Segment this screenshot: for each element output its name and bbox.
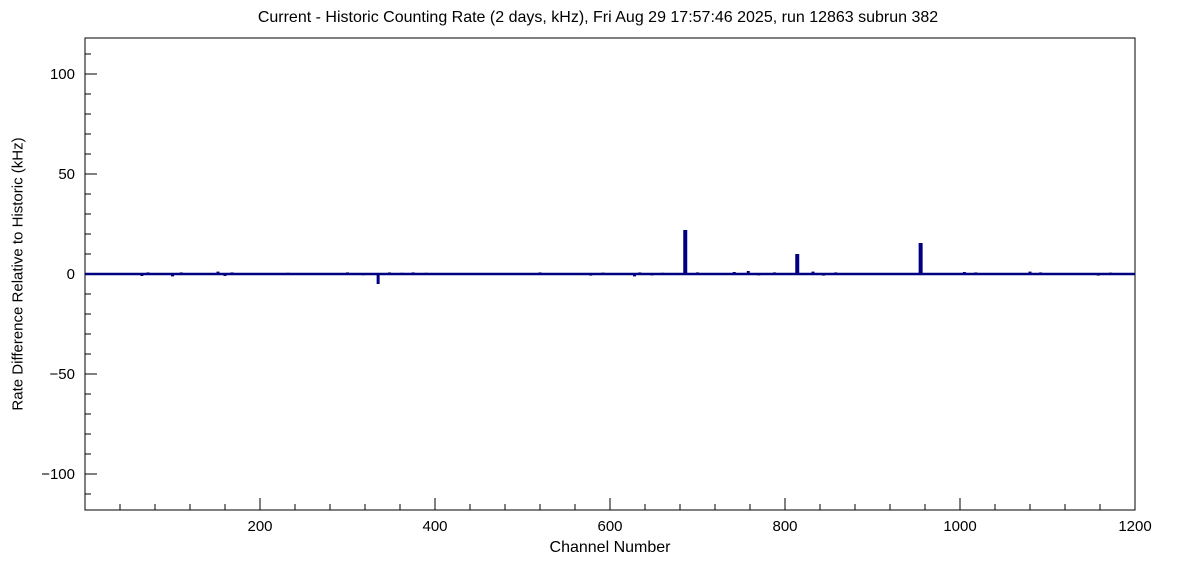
svg-text:1000: 1000 — [943, 518, 976, 535]
y-axis-label: Rate Difference Relative to Historic (kH… — [9, 137, 27, 411]
svg-text:−50: −50 — [50, 366, 75, 383]
x-axis-label: Channel Number — [549, 539, 671, 556]
svg-text:50: 50 — [58, 166, 75, 183]
svg-text:200: 200 — [247, 518, 272, 535]
svg-text:0: 0 — [67, 266, 75, 283]
svg-text:400: 400 — [422, 518, 447, 535]
svg-text:1200: 1200 — [1118, 518, 1151, 535]
svg-text:600: 600 — [597, 518, 622, 535]
svg-text:100: 100 — [50, 66, 75, 83]
chart-title: Current - Historic Counting Rate (2 days… — [257, 9, 939, 26]
svg-text:800: 800 — [772, 518, 797, 535]
svg-text:−100: −100 — [41, 466, 75, 483]
